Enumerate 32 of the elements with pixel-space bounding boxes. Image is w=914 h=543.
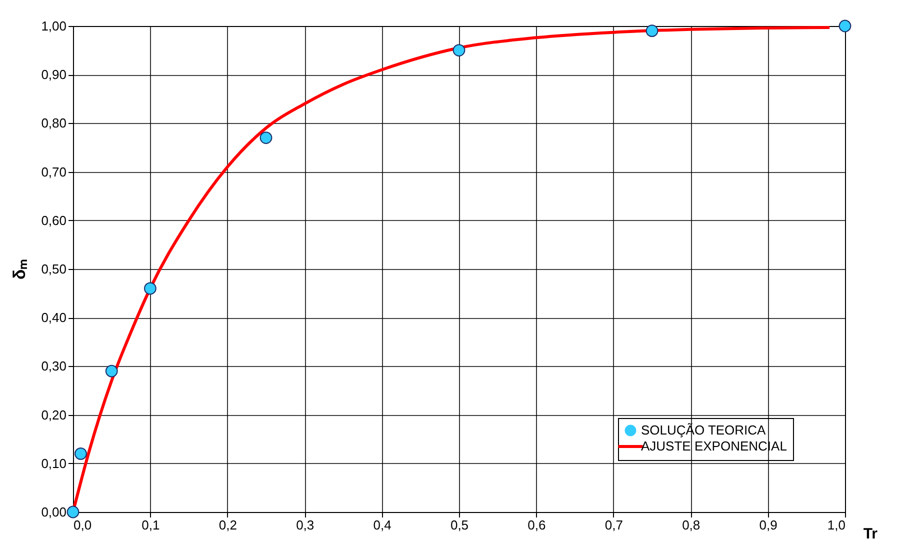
x-tick-label: 0,9 — [759, 518, 778, 532]
x-tick-label: 0,6 — [528, 518, 546, 532]
y-tick-label: 0,40 — [41, 310, 66, 326]
x-tick-label: 0,5 — [450, 518, 469, 532]
x-tick-label: 0,4 — [373, 518, 392, 532]
x-tick-label: 0,0 — [74, 518, 92, 532]
y-tick-label: 0,30 — [41, 358, 66, 374]
y-tick-label: 0,10 — [41, 456, 66, 471]
y-tick-label: 1,00 — [41, 18, 66, 34]
x-tick-label: 0,8 — [682, 518, 700, 532]
y-tick-label: 0,20 — [41, 407, 66, 422]
y-tick-label: 0,00 — [41, 504, 66, 520]
x-tick-label: 1,0 — [827, 518, 846, 532]
y-tick-label: 0,90 — [41, 67, 66, 82]
y-tick-label: 0,70 — [41, 164, 66, 180]
x-axis-title: Tr — [863, 526, 878, 542]
x-tick-label: 0,1 — [142, 518, 160, 532]
point — [105, 364, 118, 378]
point — [144, 282, 156, 295]
y-axis-title: δₘ — [10, 259, 30, 280]
point — [66, 506, 80, 518]
point — [838, 20, 852, 32]
point — [260, 132, 272, 144]
point — [74, 447, 87, 460]
y-tick-label: 0,60 — [41, 212, 66, 228]
x-tick-label: 0,2 — [218, 518, 237, 532]
point — [646, 24, 658, 38]
y-tick-label: 0,80 — [41, 116, 66, 131]
point — [452, 44, 466, 56]
y-tick-label: 0,50 — [41, 262, 66, 276]
x-tick-label: 0,3 — [296, 518, 314, 532]
x-tick-label: 0,7 — [604, 518, 623, 532]
